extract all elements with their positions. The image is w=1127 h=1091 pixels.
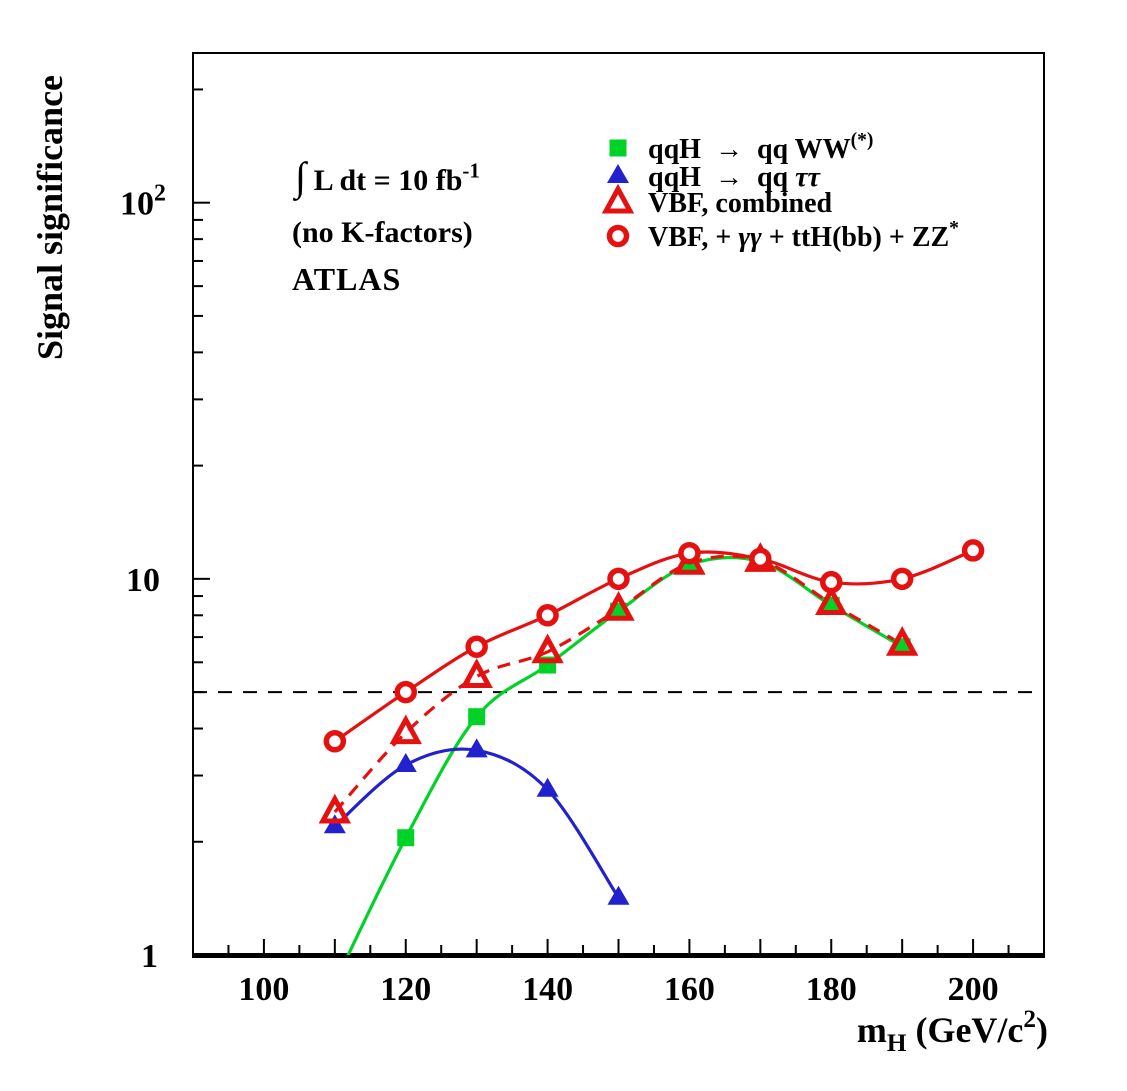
data-point-circle-open-m120 [394, 680, 417, 704]
data-point-triangle-filled-m130 [465, 738, 488, 758]
legend-label-0: qqH → qq WW(*) [648, 130, 873, 165]
y-tick-labels: 1 10 102 [120, 180, 166, 975]
data-point-circle-open-m110 [323, 730, 347, 753]
legend-marker-triangle-filled [607, 164, 629, 183]
x-tick-label-160: 160 [664, 971, 715, 1008]
luminosity-annotation: ∫ L dt = 10 fb-1 [292, 154, 480, 201]
data-point-circle-open-m170 [749, 547, 772, 571]
legend-item-3: VBF, + γγ + ttH(bb) + ZZ* [606, 218, 959, 253]
no-k-factors-annotation: (no K-factors) [292, 216, 473, 249]
x-tick-label-140: 140 [522, 971, 573, 1008]
y-tick-label-1: 1 [141, 938, 158, 975]
legend-marker-circle-open [606, 224, 630, 248]
data-point-circle-open-m200 [961, 539, 985, 562]
data-point-square-filled-m130 [468, 708, 486, 726]
data-point-circle-open-m150 [607, 567, 630, 591]
x-tick-label-180: 180 [806, 971, 857, 1008]
legend-item-1: qqH → qq ττ [607, 162, 822, 193]
data-point-triangle-filled-m150 [607, 885, 630, 905]
series-line-0 [346, 555, 904, 955]
data-point-triangle-filled-m120 [394, 752, 417, 772]
legend-item-0: qqH → qq WW(*) [609, 130, 873, 165]
series-line-1 [333, 747, 620, 899]
x-tick-label-120: 120 [380, 971, 431, 1008]
axis-ticks [194, 88, 1010, 956]
data-point-triangle-open-m120 [389, 714, 422, 745]
y-axis-title: Signal significance [30, 75, 70, 360]
data-point-triangle-open-m190 [885, 626, 919, 656]
legend-marker-square-filled [609, 139, 627, 157]
y-tick-label-100: 102 [120, 180, 166, 222]
series-line-3 [333, 548, 974, 743]
data-point-triangle-open-m140 [531, 633, 564, 664]
x-axis-title: mH (GeV/c2) [857, 1006, 1048, 1057]
data-point-circle-open-m180 [820, 570, 843, 594]
experiment-label: ATLAS [292, 261, 401, 297]
data-point-triangle-open-m150 [602, 591, 635, 621]
x-tick-label-200: 200 [948, 971, 999, 1008]
data-point-circle-open-m160 [678, 541, 701, 565]
data-point-circle-open-m190 [890, 567, 914, 591]
legend-label-1: qqH → qq ττ [648, 162, 822, 193]
data-point-triangle-filled-m110 [323, 814, 346, 834]
data-point-triangle-open-m130 [460, 658, 493, 689]
x-tick-label-100: 100 [238, 971, 289, 1008]
data-point-circle-open-m130 [465, 635, 488, 658]
series-lines [333, 548, 974, 955]
legend-marker-triangle-open [601, 183, 635, 214]
data-point-square-filled-m120 [397, 829, 415, 847]
series-markers [318, 539, 985, 905]
x-tick-labels: 100 120 140 160 180 200 [238, 971, 998, 1008]
data-point-triangle-open-m180 [815, 585, 848, 615]
legend-label-3: VBF, + γγ + ttH(bb) + ZZ* [648, 218, 959, 253]
legend-label-2: VBF, combined [648, 188, 833, 219]
data-point-triangle-filled-m140 [536, 777, 559, 797]
y-tick-label-10: 10 [126, 562, 160, 599]
data-point-triangle-open-m110 [318, 793, 352, 824]
legend-item-2: VBF, combined [601, 183, 833, 219]
data-point-circle-open-m140 [536, 604, 559, 627]
